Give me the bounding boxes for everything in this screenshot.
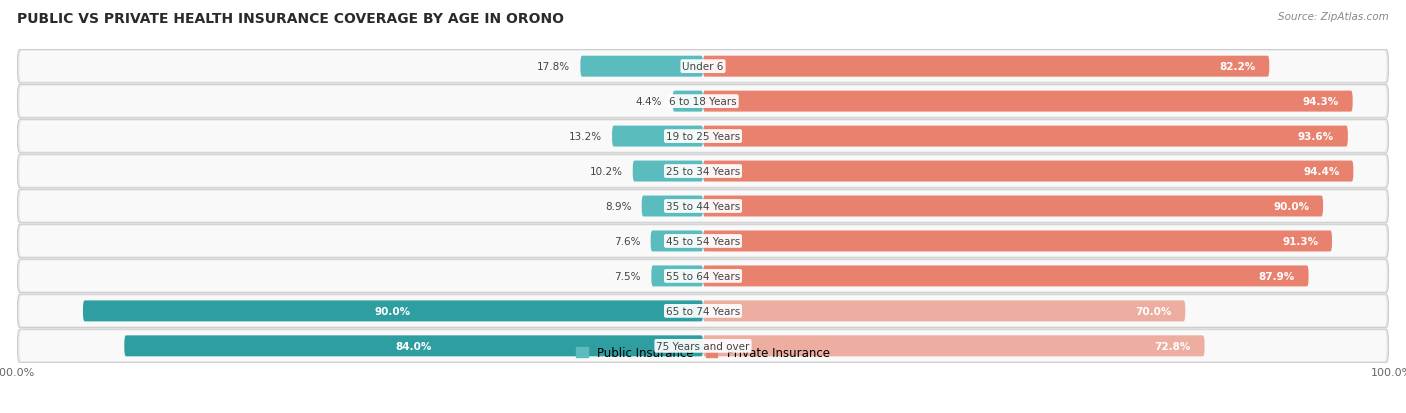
Text: 25 to 34 Years: 25 to 34 Years xyxy=(666,166,740,177)
Text: 93.6%: 93.6% xyxy=(1298,132,1334,142)
FancyBboxPatch shape xyxy=(703,301,1185,322)
FancyBboxPatch shape xyxy=(703,196,1323,217)
FancyBboxPatch shape xyxy=(20,121,1386,152)
FancyBboxPatch shape xyxy=(17,329,1389,363)
FancyBboxPatch shape xyxy=(651,266,703,287)
FancyBboxPatch shape xyxy=(703,91,1353,112)
FancyBboxPatch shape xyxy=(83,301,703,322)
Text: 90.0%: 90.0% xyxy=(1274,202,1309,211)
FancyBboxPatch shape xyxy=(703,126,1348,147)
Text: 84.0%: 84.0% xyxy=(395,341,432,351)
Text: 72.8%: 72.8% xyxy=(1154,341,1191,351)
Text: 82.2%: 82.2% xyxy=(1219,62,1256,72)
Text: 94.3%: 94.3% xyxy=(1302,97,1339,107)
FancyBboxPatch shape xyxy=(17,155,1389,188)
FancyBboxPatch shape xyxy=(633,161,703,182)
FancyBboxPatch shape xyxy=(17,259,1389,293)
Text: 94.4%: 94.4% xyxy=(1303,166,1340,177)
FancyBboxPatch shape xyxy=(124,335,703,356)
Text: 17.8%: 17.8% xyxy=(537,62,569,72)
FancyBboxPatch shape xyxy=(17,190,1389,223)
FancyBboxPatch shape xyxy=(703,335,1205,356)
FancyBboxPatch shape xyxy=(17,85,1389,119)
Text: 6 to 18 Years: 6 to 18 Years xyxy=(669,97,737,107)
Text: 7.6%: 7.6% xyxy=(614,236,640,247)
Text: 10.2%: 10.2% xyxy=(589,166,623,177)
FancyBboxPatch shape xyxy=(17,225,1389,258)
Text: 65 to 74 Years: 65 to 74 Years xyxy=(666,306,740,316)
Legend: Public Insurance, Private Insurance: Public Insurance, Private Insurance xyxy=(571,342,835,364)
FancyBboxPatch shape xyxy=(20,156,1386,187)
Text: 87.9%: 87.9% xyxy=(1258,271,1295,281)
Text: 70.0%: 70.0% xyxy=(1135,306,1171,316)
Text: 35 to 44 Years: 35 to 44 Years xyxy=(666,202,740,211)
FancyBboxPatch shape xyxy=(651,231,703,252)
Text: 7.5%: 7.5% xyxy=(614,271,641,281)
FancyBboxPatch shape xyxy=(20,226,1386,257)
FancyBboxPatch shape xyxy=(703,231,1331,252)
Text: 55 to 64 Years: 55 to 64 Years xyxy=(666,271,740,281)
Text: 75 Years and over: 75 Years and over xyxy=(657,341,749,351)
FancyBboxPatch shape xyxy=(17,50,1389,84)
Text: Under 6: Under 6 xyxy=(682,62,724,72)
FancyBboxPatch shape xyxy=(17,120,1389,154)
Text: Source: ZipAtlas.com: Source: ZipAtlas.com xyxy=(1278,12,1389,22)
FancyBboxPatch shape xyxy=(20,87,1386,117)
FancyBboxPatch shape xyxy=(20,52,1386,82)
Text: 8.9%: 8.9% xyxy=(605,202,631,211)
Text: 13.2%: 13.2% xyxy=(568,132,602,142)
FancyBboxPatch shape xyxy=(612,126,703,147)
FancyBboxPatch shape xyxy=(703,161,1354,182)
FancyBboxPatch shape xyxy=(672,91,703,112)
FancyBboxPatch shape xyxy=(20,261,1386,292)
FancyBboxPatch shape xyxy=(581,57,703,78)
FancyBboxPatch shape xyxy=(17,294,1389,328)
Text: 4.4%: 4.4% xyxy=(636,97,662,107)
FancyBboxPatch shape xyxy=(20,331,1386,361)
Text: 19 to 25 Years: 19 to 25 Years xyxy=(666,132,740,142)
Text: 45 to 54 Years: 45 to 54 Years xyxy=(666,236,740,247)
FancyBboxPatch shape xyxy=(641,196,703,217)
FancyBboxPatch shape xyxy=(703,266,1309,287)
Text: PUBLIC VS PRIVATE HEALTH INSURANCE COVERAGE BY AGE IN ORONO: PUBLIC VS PRIVATE HEALTH INSURANCE COVER… xyxy=(17,12,564,26)
Text: 91.3%: 91.3% xyxy=(1282,236,1319,247)
FancyBboxPatch shape xyxy=(20,296,1386,326)
FancyBboxPatch shape xyxy=(20,191,1386,222)
Text: 90.0%: 90.0% xyxy=(375,306,411,316)
FancyBboxPatch shape xyxy=(703,57,1270,78)
